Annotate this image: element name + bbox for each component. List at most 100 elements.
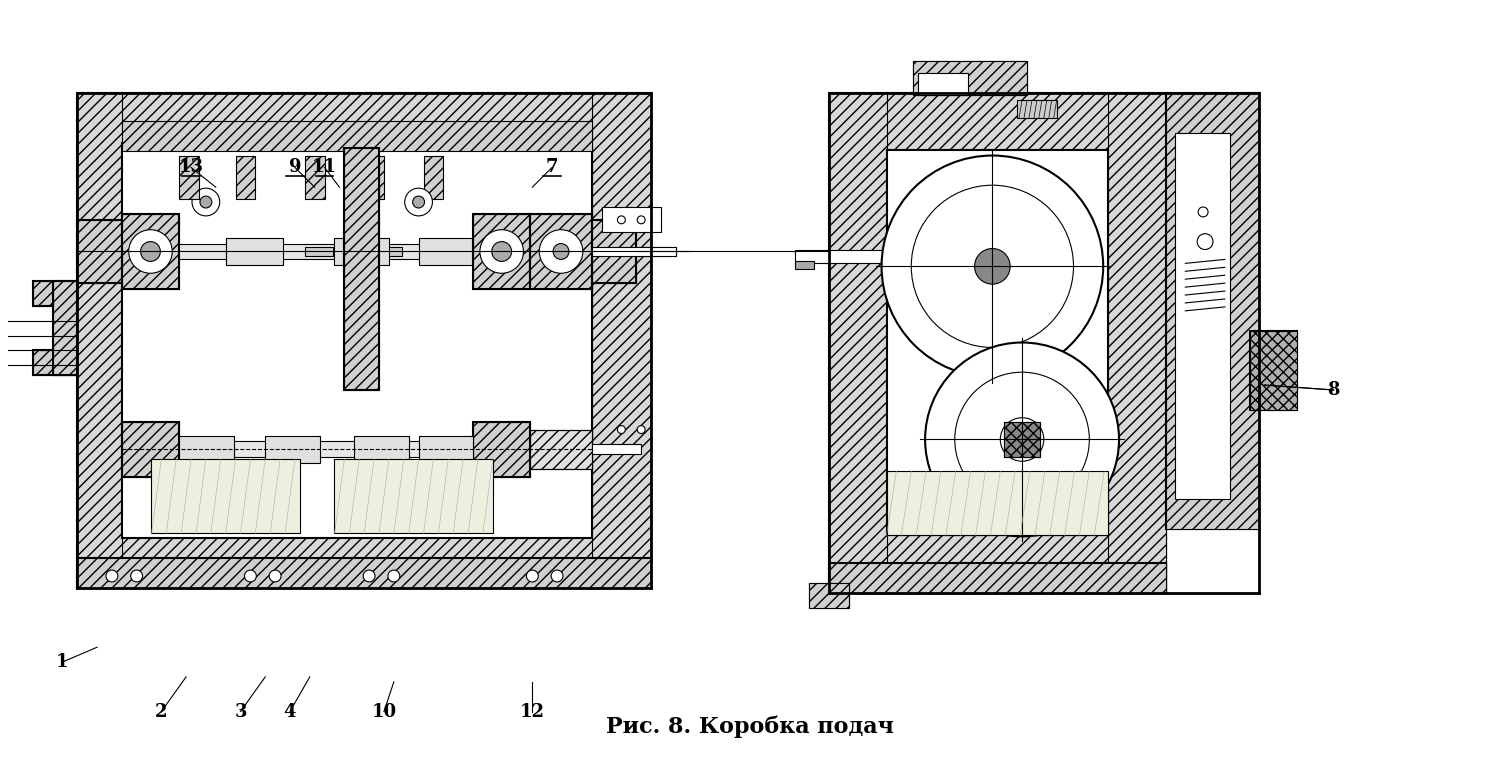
Bar: [334, 238, 388, 265]
Circle shape: [388, 570, 400, 582]
Bar: [374, 246, 402, 257]
Circle shape: [129, 230, 173, 273]
Bar: [78, 534, 651, 588]
Bar: [178, 435, 234, 463]
Bar: [1005, 422, 1040, 457]
Bar: [636, 246, 676, 257]
Bar: [419, 238, 472, 265]
Text: 8: 8: [1328, 381, 1340, 399]
Bar: [419, 435, 472, 463]
Bar: [78, 220, 122, 283]
Bar: [795, 261, 814, 269]
Bar: [78, 93, 122, 588]
Bar: [78, 558, 651, 588]
Bar: [345, 147, 380, 390]
Bar: [433, 246, 460, 257]
Bar: [304, 155, 324, 199]
Bar: [122, 422, 178, 477]
Bar: [33, 350, 78, 375]
Circle shape: [413, 196, 424, 208]
Bar: [918, 73, 968, 95]
Text: 3: 3: [234, 703, 248, 721]
Circle shape: [912, 185, 1074, 347]
Bar: [78, 220, 122, 283]
Circle shape: [638, 216, 645, 224]
Bar: [531, 430, 591, 469]
Bar: [830, 93, 886, 593]
Bar: [531, 214, 591, 289]
Circle shape: [200, 196, 211, 208]
Bar: [33, 281, 78, 306]
Bar: [33, 350, 78, 375]
Bar: [423, 155, 444, 199]
Bar: [345, 147, 380, 390]
Bar: [591, 246, 676, 257]
Text: 13: 13: [178, 158, 204, 176]
Circle shape: [192, 188, 219, 216]
Bar: [1005, 422, 1040, 457]
Bar: [122, 121, 591, 151]
Text: 9: 9: [288, 158, 302, 176]
Text: 7: 7: [546, 158, 558, 176]
Bar: [1166, 93, 1260, 529]
Bar: [1176, 133, 1230, 499]
Circle shape: [1197, 234, 1214, 250]
Bar: [810, 583, 849, 608]
Circle shape: [882, 155, 1102, 378]
Bar: [591, 220, 636, 283]
Bar: [886, 150, 1108, 535]
Bar: [78, 93, 651, 588]
Bar: [531, 214, 591, 289]
Circle shape: [554, 243, 568, 260]
Bar: [472, 214, 531, 289]
Bar: [602, 207, 662, 232]
Circle shape: [926, 342, 1119, 537]
Bar: [591, 445, 640, 454]
Bar: [795, 250, 886, 264]
Bar: [830, 563, 1166, 593]
Bar: [33, 281, 78, 306]
Circle shape: [268, 570, 280, 582]
Bar: [122, 214, 178, 289]
Circle shape: [618, 426, 626, 434]
Bar: [810, 583, 849, 608]
Text: 11: 11: [312, 158, 338, 176]
Circle shape: [618, 216, 626, 224]
Circle shape: [492, 242, 512, 261]
Circle shape: [526, 570, 538, 582]
Bar: [364, 155, 384, 199]
Bar: [78, 558, 651, 588]
Bar: [236, 155, 255, 199]
Text: 10: 10: [372, 703, 396, 721]
Bar: [334, 459, 494, 534]
Text: 2: 2: [154, 703, 168, 721]
Bar: [472, 214, 531, 289]
Circle shape: [141, 242, 160, 261]
Bar: [830, 563, 1166, 593]
Bar: [591, 220, 636, 283]
Bar: [472, 422, 531, 477]
Text: 12: 12: [520, 703, 544, 721]
Bar: [53, 281, 78, 375]
Bar: [225, 246, 254, 257]
Bar: [830, 93, 1166, 151]
Bar: [1250, 331, 1298, 410]
Circle shape: [550, 570, 562, 582]
Bar: [830, 535, 1166, 593]
Bar: [472, 422, 531, 477]
Circle shape: [540, 230, 584, 273]
Bar: [1250, 331, 1298, 410]
Text: 1: 1: [56, 653, 69, 671]
Circle shape: [956, 372, 1089, 507]
Bar: [914, 61, 1028, 95]
Text: Рис. 8. Коробка подач: Рис. 8. Коробка подач: [606, 715, 894, 738]
Bar: [122, 422, 178, 477]
Circle shape: [1000, 418, 1044, 461]
Bar: [152, 459, 300, 534]
Bar: [78, 93, 651, 147]
Bar: [591, 93, 651, 588]
Bar: [122, 214, 178, 289]
Circle shape: [106, 570, 118, 582]
Bar: [122, 143, 591, 538]
Bar: [354, 435, 408, 463]
